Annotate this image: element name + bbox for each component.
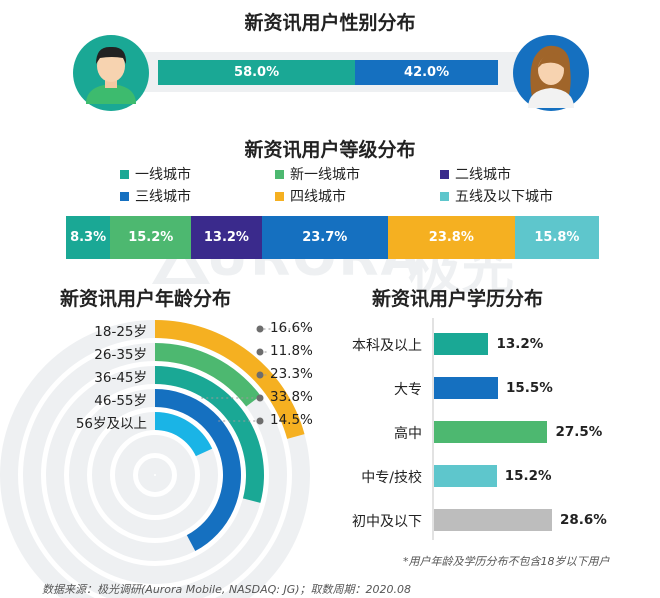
legend-label: 新一线城市 bbox=[290, 167, 360, 183]
edu-category-label: 高中 bbox=[394, 426, 422, 442]
legend-swatch bbox=[120, 169, 129, 179]
edu-bar bbox=[434, 333, 489, 355]
age-arc bbox=[155, 320, 305, 439]
gender-bar: 58.0% 42.0% bbox=[158, 60, 498, 85]
age-value-label: 33.8% bbox=[270, 389, 313, 405]
age-ring-track bbox=[138, 458, 172, 492]
age-category-label: 56岁及以上 bbox=[75, 416, 147, 432]
legend-swatch bbox=[275, 169, 284, 179]
tier-bar-segment: 23.8% bbox=[387, 216, 515, 259]
tier-bar-label: 23.7% bbox=[302, 230, 348, 245]
age-category-label: 18-25岁 bbox=[94, 324, 147, 340]
legend-tier3: 三线城市 bbox=[120, 186, 191, 206]
age-title: 新资讯用户年龄分布 bbox=[60, 288, 232, 310]
legend-label: 四线城市 bbox=[290, 189, 346, 205]
legend-tier5: 五线及以下城市 bbox=[440, 186, 553, 206]
edu-bar bbox=[434, 509, 552, 531]
age-leader-dot bbox=[256, 394, 264, 402]
edu-bar bbox=[434, 377, 498, 399]
tier-bar-segment: 23.7% bbox=[261, 216, 388, 259]
footnote: *用户年龄及学历分布不包含18岁以下用户 bbox=[403, 555, 610, 568]
age-leader-dot bbox=[256, 348, 264, 356]
gender-bar-male-label: 58.0% bbox=[234, 65, 280, 80]
legend-label: 二线城市 bbox=[455, 167, 511, 183]
tier-title: 新资讯用户等级分布 bbox=[244, 139, 416, 161]
age-ring-track bbox=[115, 435, 195, 515]
age-arc bbox=[155, 412, 213, 457]
legend-swatch bbox=[440, 191, 449, 201]
edu-axis bbox=[432, 318, 434, 540]
legend-tier2: 二线城市 bbox=[440, 164, 511, 184]
edu-category-label: 初中及以下 bbox=[352, 514, 422, 530]
legend-label: 五线及以下城市 bbox=[455, 189, 553, 205]
edu-value-label: 28.6% bbox=[560, 512, 607, 528]
edu-bar bbox=[434, 465, 497, 487]
legend-newtier1: 新一线城市 bbox=[275, 164, 360, 184]
gender-bar-female-label: 42.0% bbox=[404, 65, 450, 80]
tier-bar-segment: 15.2% bbox=[110, 216, 192, 259]
age-value-label: 16.6% bbox=[270, 320, 313, 336]
age-category-label: 46-55岁 bbox=[94, 393, 147, 409]
edu-category-label: 中专/技校 bbox=[361, 470, 422, 486]
edu-value-label: 15.2% bbox=[504, 468, 552, 484]
age-leader-dot bbox=[256, 371, 264, 379]
edu-bar bbox=[434, 421, 548, 443]
tier-bar-segment: 13.2% bbox=[191, 216, 262, 259]
edu-category-label: 大专 bbox=[394, 382, 422, 398]
legend-swatch bbox=[440, 169, 449, 179]
edu-value-label: 13.2% bbox=[496, 336, 544, 352]
female-avatar-icon bbox=[513, 35, 589, 111]
tier-bar-label: 15.2% bbox=[128, 230, 174, 245]
edu-title: 新资讯用户学历分布 bbox=[372, 288, 544, 310]
tier-bar-label: 13.2% bbox=[203, 230, 249, 245]
edu-category-label: 本科及以上 bbox=[352, 338, 422, 354]
age-arc bbox=[155, 389, 241, 552]
gender-bar-female: 42.0% bbox=[355, 60, 498, 85]
edu-value-label: 27.5% bbox=[555, 424, 603, 440]
aurora-logo-icon bbox=[152, 234, 210, 284]
age-leader-dot bbox=[256, 417, 264, 425]
tier-bar-label: 23.8% bbox=[428, 230, 474, 245]
age-category-label: 26-35岁 bbox=[94, 347, 147, 363]
tier-bar: 8.3% 15.2% 13.2% 23.7% 23.8% 15.8% bbox=[66, 216, 599, 259]
legend-swatch bbox=[120, 191, 129, 201]
legend-tier1: 一线城市 bbox=[120, 164, 191, 184]
male-avatar-icon bbox=[73, 35, 149, 111]
age-category-label: 36-45岁 bbox=[94, 370, 147, 386]
edu-value-label: 15.5% bbox=[505, 380, 553, 396]
age-leader-dot bbox=[256, 325, 264, 333]
tier-bar-label: 15.8% bbox=[534, 230, 580, 245]
age-value-label: 23.3% bbox=[270, 366, 313, 382]
legend-label: 三线城市 bbox=[135, 189, 191, 205]
age-arc bbox=[155, 343, 261, 407]
age-value-label: 14.5% bbox=[270, 412, 313, 428]
gender-bar-male: 58.0% bbox=[158, 60, 356, 85]
age-value-label: 11.8% bbox=[270, 343, 313, 359]
tier-bar-label: 8.3% bbox=[70, 230, 107, 245]
data-source: 数据来源：极光调研(Aurora Mobile, NASDAQ: JG)；取数周… bbox=[42, 583, 412, 596]
age-arc bbox=[155, 366, 264, 503]
gender-title: 新资讯用户性别分布 bbox=[244, 12, 416, 34]
legend-swatch bbox=[275, 191, 284, 201]
tier-bar-segment: 15.8% bbox=[514, 216, 599, 259]
tier-bar-segment: 8.3% bbox=[66, 216, 111, 259]
legend-label: 一线城市 bbox=[135, 167, 191, 183]
legend-tier4: 四线城市 bbox=[275, 186, 346, 206]
